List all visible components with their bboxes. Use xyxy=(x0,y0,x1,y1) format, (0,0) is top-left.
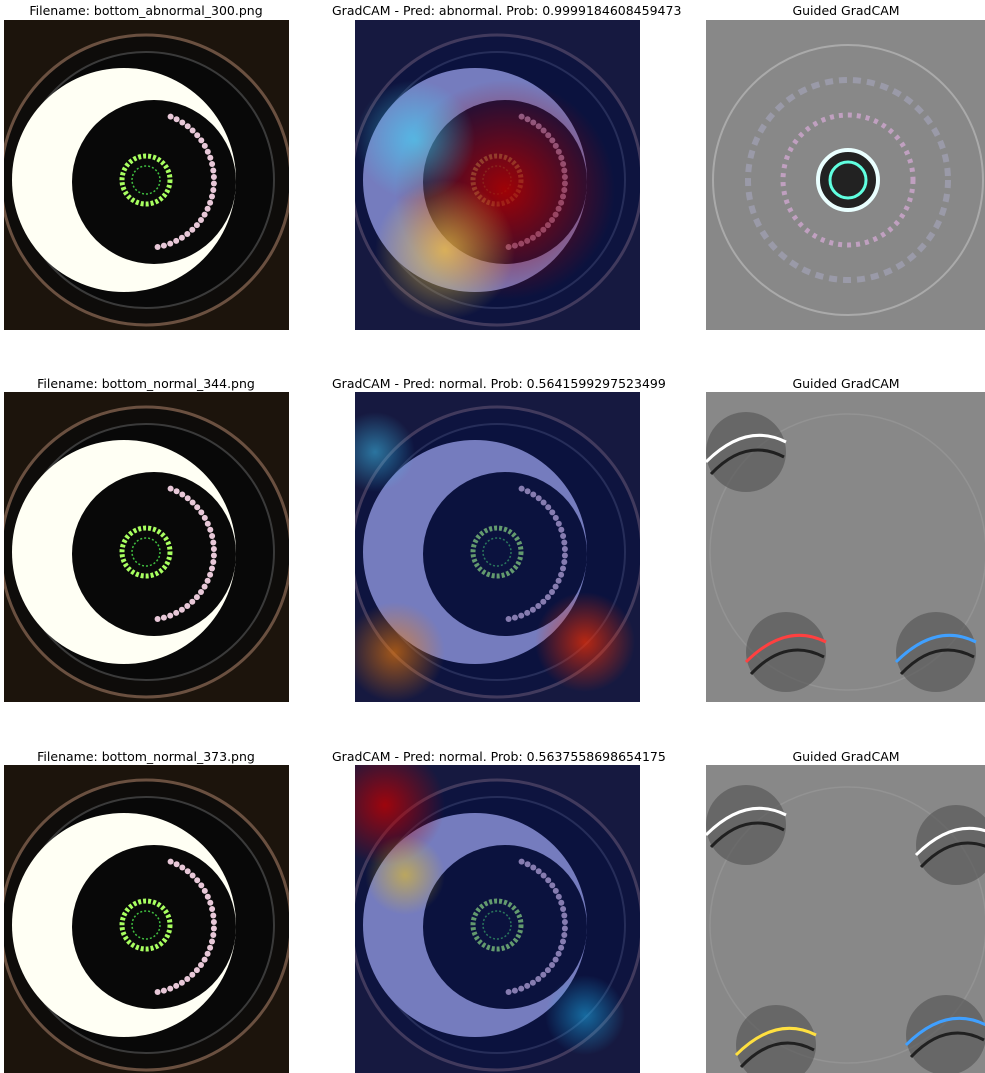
panel-image xyxy=(4,765,289,1073)
panel-title: GradCAM - Pred: normal. Prob: 0.56375586… xyxy=(332,749,662,764)
panel-image xyxy=(4,392,289,702)
panel-title: Guided GradCAM xyxy=(681,376,985,391)
panel-title: Filename: bottom_normal_344.png xyxy=(0,376,311,391)
panel-title: Guided GradCAM xyxy=(681,3,985,18)
panel-title: Filename: bottom_normal_373.png xyxy=(0,749,311,764)
panel-image xyxy=(4,20,289,330)
panel-image xyxy=(706,20,985,330)
panel-title: GradCAM - Pred: abnormal. Prob: 0.999918… xyxy=(332,3,662,18)
panel-image xyxy=(706,765,985,1073)
panel-image xyxy=(355,392,640,702)
figure: Filename: bottom_abnormal_300.png GradCA… xyxy=(0,0,985,1073)
panel-image xyxy=(355,20,640,330)
panel-title: Filename: bottom_abnormal_300.png xyxy=(0,3,311,18)
panel-image xyxy=(355,765,640,1073)
panel-title: GradCAM - Pred: normal. Prob: 0.56415992… xyxy=(332,376,662,391)
panel-title: Guided GradCAM xyxy=(681,749,985,764)
panel-image xyxy=(706,392,985,702)
